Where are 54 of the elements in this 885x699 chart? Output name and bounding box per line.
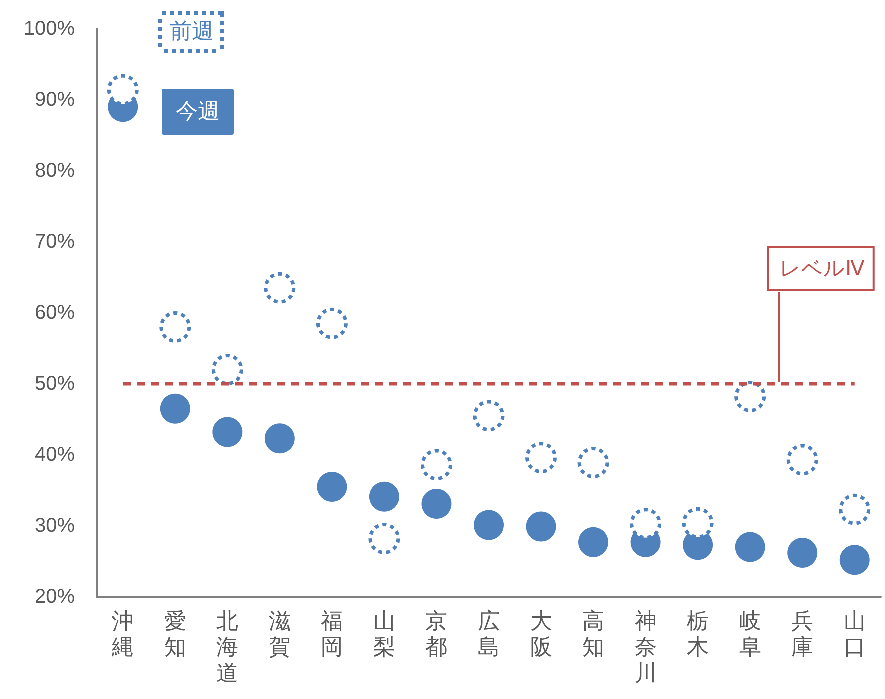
x-tick-label: 京都: [426, 610, 448, 660]
y-tick-label: 70%: [34, 231, 76, 253]
point: [212, 354, 244, 386]
point: [788, 538, 818, 568]
x-tick-label: 沖縄: [111, 610, 134, 660]
point: [160, 311, 192, 343]
x-tick-label: 北海道: [216, 610, 239, 686]
point: [839, 494, 871, 526]
point: [370, 482, 400, 512]
point: [264, 272, 296, 304]
point: [578, 527, 609, 558]
x-tick-label: 栃木: [687, 610, 710, 660]
y-tick-label: 40%: [34, 444, 76, 466]
x-tick-label: 大阪: [530, 610, 552, 660]
x-tick-label: 滋賀: [268, 610, 291, 660]
point: [526, 512, 556, 542]
point: [526, 442, 558, 474]
point: [786, 444, 818, 476]
point: [630, 508, 662, 540]
point: [317, 472, 348, 502]
point: [473, 400, 505, 432]
point: [160, 394, 190, 424]
point: [107, 74, 139, 106]
x-tick-label: 福岡: [321, 610, 344, 660]
x-tick-label: 広島: [478, 610, 500, 660]
point: [264, 424, 295, 454]
x-tick-label: 高知: [582, 610, 605, 660]
point: [368, 523, 400, 555]
point: [212, 417, 243, 448]
y-tick-label: 50%: [34, 373, 76, 395]
point: [578, 447, 610, 479]
point: [735, 532, 766, 562]
ref-line-label: レベルⅣ: [779, 256, 866, 280]
x-tick-label: 山梨: [373, 610, 396, 660]
point: [734, 381, 766, 413]
point: [840, 545, 870, 576]
x-tick-label: 山口: [844, 610, 866, 660]
point: [422, 488, 452, 519]
text: 前週: [170, 20, 214, 44]
y-tick-label: 20%: [34, 586, 76, 608]
y-tick-label: 90%: [34, 89, 76, 111]
point: [316, 308, 348, 340]
y-tick-label: 60%: [34, 302, 76, 324]
x-tick-label: 神奈川: [634, 610, 657, 686]
y-tick-label: 80%: [34, 160, 76, 182]
point: [421, 449, 452, 481]
y-tick-label: 100%: [24, 18, 76, 40]
series-label: 今週: [176, 100, 220, 124]
x-tick-label: 兵庫: [792, 610, 814, 660]
point: [474, 510, 504, 540]
y-tick-label: 30%: [34, 515, 76, 537]
x-tick-label: 岐阜: [739, 610, 762, 660]
point: [682, 507, 714, 539]
x-tick-label: 愛知: [164, 610, 186, 660]
